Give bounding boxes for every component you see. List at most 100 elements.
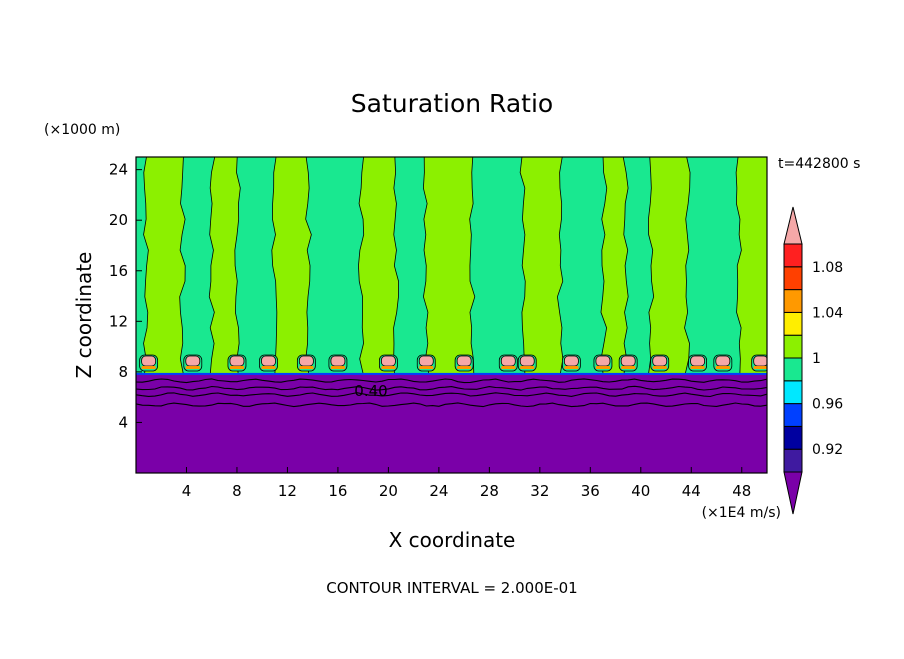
x-tick-label: 40 bbox=[631, 482, 650, 500]
colorbar-label: 0.96 bbox=[812, 397, 843, 413]
cloud-edge bbox=[381, 366, 396, 370]
lower-layer bbox=[136, 374, 767, 473]
x-tick-label: 4 bbox=[182, 482, 192, 500]
y-tick-label: 24 bbox=[109, 161, 128, 179]
x-tick-label: 24 bbox=[429, 482, 448, 500]
contour-interval-text: CONTOUR INTERVAL = 2.000E-01 bbox=[326, 579, 577, 597]
cloud-edge bbox=[229, 366, 244, 370]
supersaturated-column bbox=[648, 157, 691, 375]
cloud-edge bbox=[299, 366, 314, 370]
y-tick-label: 20 bbox=[109, 211, 128, 229]
cloud-edge bbox=[330, 366, 345, 370]
cloud-top bbox=[380, 355, 396, 367]
cloud-edge bbox=[652, 366, 667, 370]
cloud-edge bbox=[141, 366, 156, 370]
cloud-edge bbox=[595, 366, 610, 370]
cloud-edge bbox=[261, 366, 276, 370]
colorbar-label: 1.04 bbox=[812, 305, 843, 321]
cloud-top bbox=[330, 355, 346, 367]
x-tick-label: 32 bbox=[530, 482, 549, 500]
supersaturated-column bbox=[735, 157, 767, 375]
cloud-top bbox=[519, 355, 535, 367]
cloud-top bbox=[563, 355, 579, 367]
contour-line bbox=[136, 392, 767, 398]
contour-line bbox=[136, 385, 767, 391]
chart-title: Saturation Ratio bbox=[351, 89, 553, 118]
colorbar-swatch bbox=[783, 448, 803, 473]
colorbar-swatch bbox=[783, 289, 803, 313]
cloud-top bbox=[620, 355, 636, 367]
cloud-edge bbox=[564, 366, 579, 370]
colorbar-swatch bbox=[783, 425, 803, 450]
x-tick-label: 44 bbox=[682, 482, 701, 500]
cloud-top bbox=[500, 355, 516, 367]
y-tick-label: 16 bbox=[109, 262, 128, 280]
cloud-edge bbox=[457, 366, 472, 370]
cloud-edge bbox=[690, 366, 705, 370]
cloud-top bbox=[141, 355, 157, 367]
cloud-edge bbox=[520, 366, 535, 370]
cloud-top bbox=[185, 355, 201, 367]
colorbar: 0.92 0.96 1 1.04 1.08 bbox=[783, 206, 843, 515]
cloud-edge bbox=[419, 366, 434, 370]
y-axis-label: Z coordinate bbox=[72, 252, 96, 379]
cloud-top bbox=[715, 355, 731, 367]
colorbar-swatch bbox=[783, 311, 803, 336]
x-tick-label: 8 bbox=[232, 482, 242, 500]
time-label: t=442800 s bbox=[778, 156, 860, 172]
x-tick-label: 28 bbox=[480, 482, 499, 500]
cloud-top bbox=[456, 355, 472, 367]
plot-frame bbox=[135, 156, 768, 474]
contour-label: 0.40 bbox=[354, 382, 387, 400]
y-tick-label: 8 bbox=[118, 363, 128, 381]
colorbar-swatch bbox=[783, 357, 803, 382]
colorbar-swatch bbox=[783, 243, 803, 268]
colorbar-label: 1 bbox=[812, 351, 821, 367]
cloud-top bbox=[652, 355, 668, 367]
colorbar-label: 1.08 bbox=[812, 260, 843, 276]
colorbar-bottom-arrow bbox=[783, 471, 803, 515]
contour-line bbox=[136, 378, 767, 384]
supersaturated-column bbox=[422, 157, 476, 375]
boundary-band bbox=[136, 372, 767, 375]
colorbar-swatch bbox=[783, 403, 803, 427]
y-tick-label: 4 bbox=[118, 413, 128, 431]
cloud-top bbox=[595, 355, 611, 367]
cloud-top bbox=[753, 355, 767, 367]
supersaturated-column bbox=[519, 157, 564, 375]
colorbar-label: 0.92 bbox=[812, 442, 843, 458]
cloud-top bbox=[418, 355, 434, 367]
supersaturated-column bbox=[143, 157, 186, 375]
cloud-edge bbox=[621, 366, 636, 370]
y-tick-label: 12 bbox=[109, 312, 128, 330]
cloud-edge bbox=[185, 366, 200, 370]
cloud-edge bbox=[715, 366, 730, 370]
cloud-top bbox=[229, 355, 245, 367]
supersaturated-column bbox=[358, 157, 399, 375]
contour-line bbox=[136, 402, 767, 408]
cloud-edge bbox=[753, 366, 767, 370]
x-unit-label: (×1E4 m/s) bbox=[702, 505, 781, 521]
plot-area bbox=[136, 157, 767, 473]
y-unit-label: (×1000 m) bbox=[44, 122, 120, 138]
cloud-top bbox=[261, 355, 276, 367]
colorbar-top-arrow bbox=[783, 206, 803, 245]
x-axis-label: X coordinate bbox=[389, 528, 516, 552]
supersaturated-column bbox=[271, 157, 312, 375]
x-tick-label: 36 bbox=[581, 482, 600, 500]
x-tick-label: 48 bbox=[732, 482, 751, 500]
cloud-top bbox=[690, 355, 705, 367]
colorbar-swatch bbox=[783, 380, 803, 405]
colorbar-swatch bbox=[783, 266, 803, 291]
x-axis-ticks: 4 8 12 16 20 24 28 32 36 40 44 48 bbox=[182, 467, 751, 500]
y-axis-ticks: 4 8 12 16 20 24 bbox=[109, 161, 142, 431]
x-tick-label: 20 bbox=[379, 482, 398, 500]
cloud-top bbox=[298, 355, 314, 367]
field-layer bbox=[136, 157, 767, 473]
contour-layer bbox=[136, 378, 767, 408]
x-tick-label: 12 bbox=[278, 482, 297, 500]
x-tick-label: 16 bbox=[328, 482, 347, 500]
cloud-edge bbox=[501, 366, 516, 370]
colorbar-swatch bbox=[783, 334, 803, 359]
